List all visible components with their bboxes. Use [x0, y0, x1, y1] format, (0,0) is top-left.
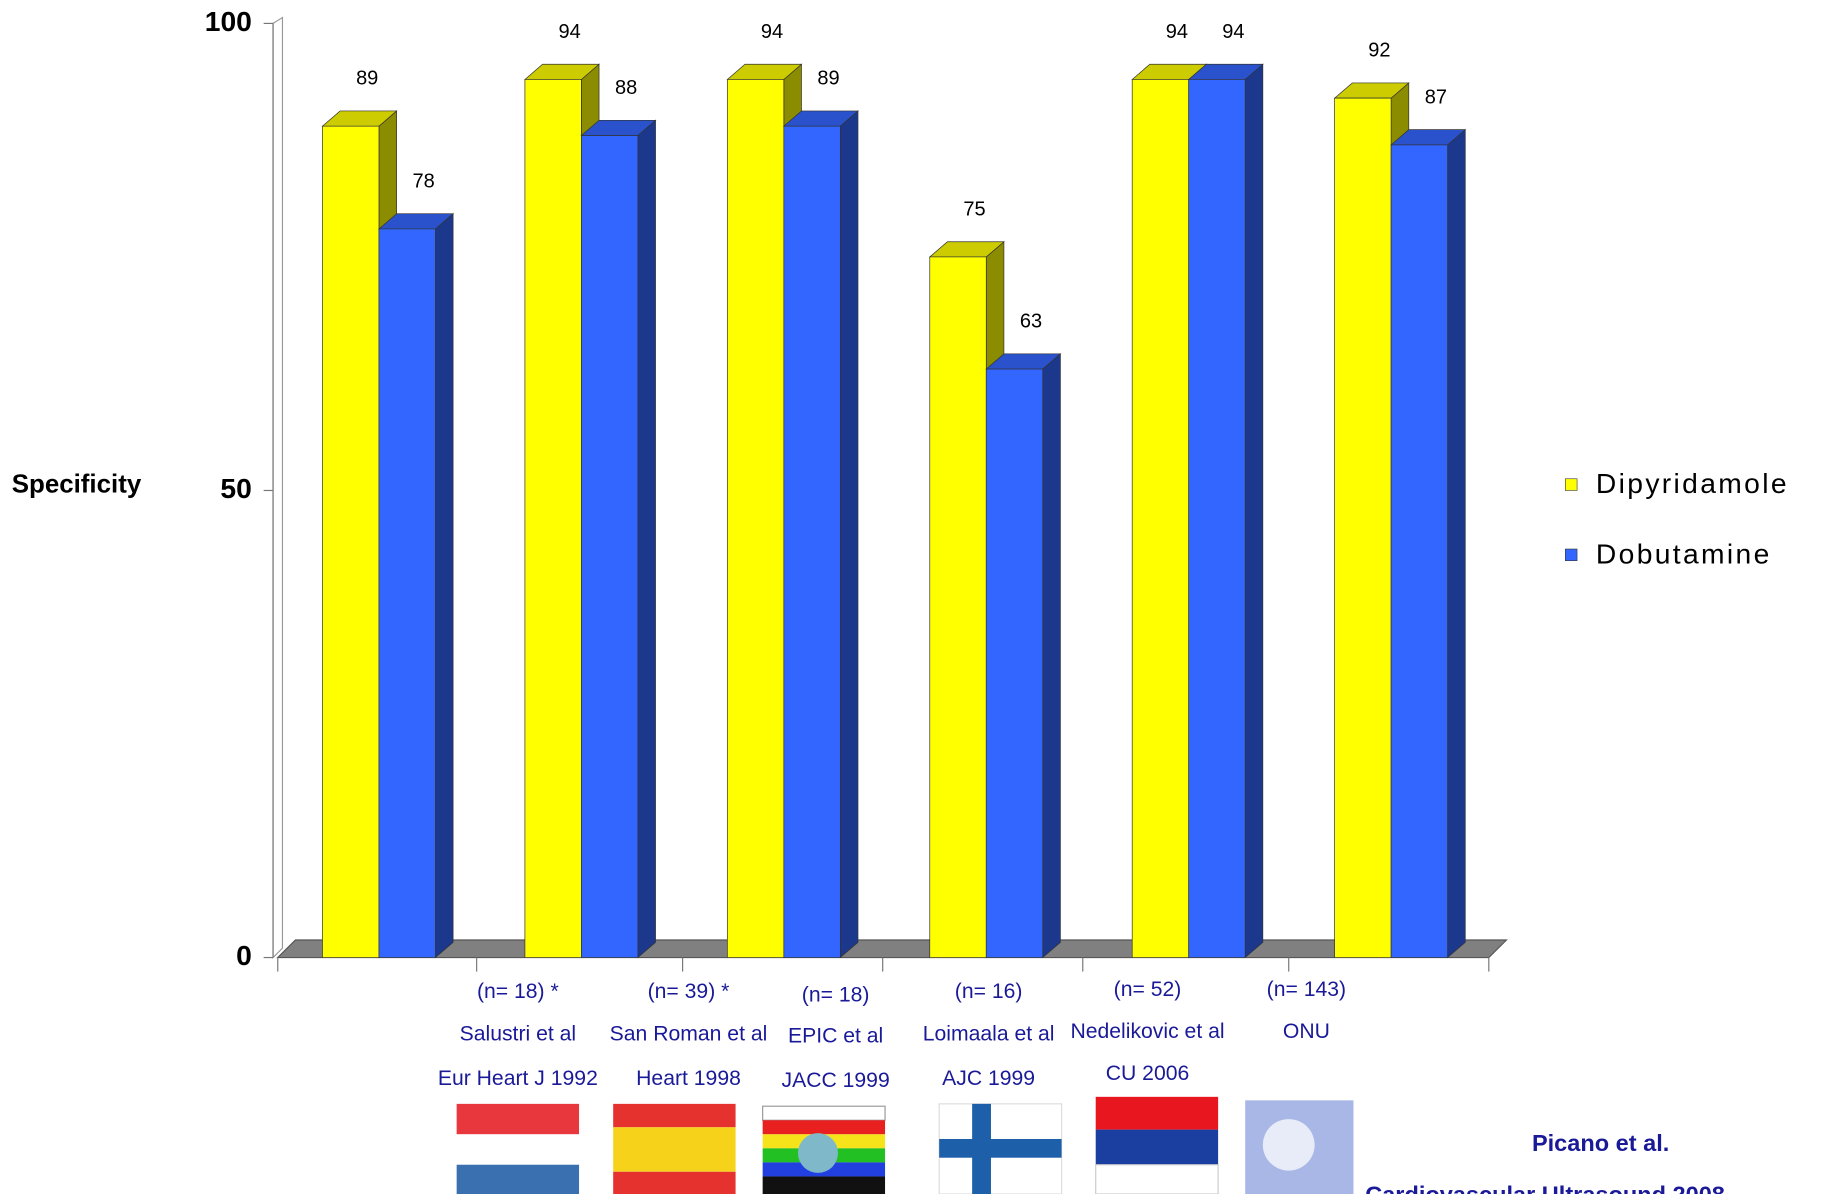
x-tick-label: Eur Heart J 1992 — [438, 1067, 598, 1090]
x-tick-label: JACC 1999 — [781, 1069, 889, 1092]
x-tick-label: (n= 16) — [955, 980, 1023, 1003]
data-label: 75 — [963, 198, 985, 220]
data-label: 87 — [1425, 86, 1447, 108]
x-tick-label: (n= 143) — [1267, 978, 1346, 1001]
x-tick-label: EPIC et al — [788, 1025, 883, 1048]
back-wall — [272, 16, 284, 959]
bar-face — [322, 125, 380, 958]
x-tick-label: Salustri et al — [460, 1022, 576, 1045]
bar — [782, 110, 859, 959]
data-label: 94 — [1166, 21, 1188, 43]
data-label: 78 — [413, 170, 435, 192]
bar-face — [524, 79, 582, 958]
x-tick-label: CU 2006 — [1106, 1062, 1190, 1085]
y-tick-label: 100 — [205, 5, 252, 37]
legend-label: Dobutamine — [1596, 538, 1772, 570]
y-tick-label: 0 — [236, 939, 252, 971]
bar-face — [581, 135, 639, 958]
data-label: 63 — [1020, 311, 1042, 333]
bar — [1390, 128, 1467, 959]
data-label: 94 — [1222, 21, 1244, 43]
x-tick-label: Heart 1998 — [636, 1067, 741, 1090]
data-label: 92 — [1368, 40, 1390, 62]
bar — [378, 212, 455, 959]
bar-face — [839, 110, 859, 959]
data-label: 94 — [559, 21, 581, 43]
data-label: 89 — [817, 68, 839, 90]
bar-face — [1244, 63, 1264, 959]
bar-face — [378, 228, 436, 958]
bar-face — [435, 212, 454, 959]
bar-face — [783, 125, 841, 958]
bar-face — [1447, 128, 1466, 959]
flags — [456, 1096, 1354, 1194]
bar-face — [637, 119, 656, 959]
y-axis-label: Specificity — [12, 471, 142, 499]
bar — [985, 353, 1062, 959]
floor — [276, 939, 1508, 959]
plot-area — [272, 16, 1508, 959]
x-tick-label: Loimaala et al — [923, 1022, 1055, 1045]
x-tick-label: San Roman et al — [610, 1022, 768, 1045]
bar-face — [985, 368, 1044, 958]
legend-label: Dipyridamole — [1596, 467, 1789, 499]
bar-face — [1042, 353, 1061, 959]
x-tick-label: (n= 52) — [1114, 978, 1182, 1001]
bar-face — [1188, 79, 1246, 958]
bar — [1187, 63, 1264, 959]
legend-swatch — [1565, 478, 1578, 491]
x-tick-label: (n= 18) — [802, 984, 870, 1007]
bar-face — [929, 256, 987, 958]
data-label: 94 — [761, 21, 783, 43]
bar-face — [1390, 144, 1448, 958]
footer: Picano et al. — [1532, 1130, 1669, 1156]
bar — [580, 119, 657, 959]
data-label: 88 — [615, 77, 637, 99]
legend-swatch — [1565, 548, 1578, 562]
x-tick-label: Nedelikovic et al — [1070, 1020, 1224, 1043]
x-tick-label: AJC 1999 — [942, 1067, 1035, 1090]
x-tick-label: (n= 39) * — [648, 980, 730, 1003]
x-tick-label: ONU — [1283, 1020, 1330, 1043]
bar-face — [1334, 97, 1392, 958]
data-label: 89 — [356, 68, 378, 90]
x-tick-label: (n= 18) * — [477, 980, 559, 1003]
bar-face — [1131, 79, 1190, 958]
y-tick-label: 50 — [220, 472, 251, 504]
footer: Cardiovascular Ultrasound 2008 — [1365, 1182, 1725, 1194]
bar-face — [726, 79, 785, 958]
